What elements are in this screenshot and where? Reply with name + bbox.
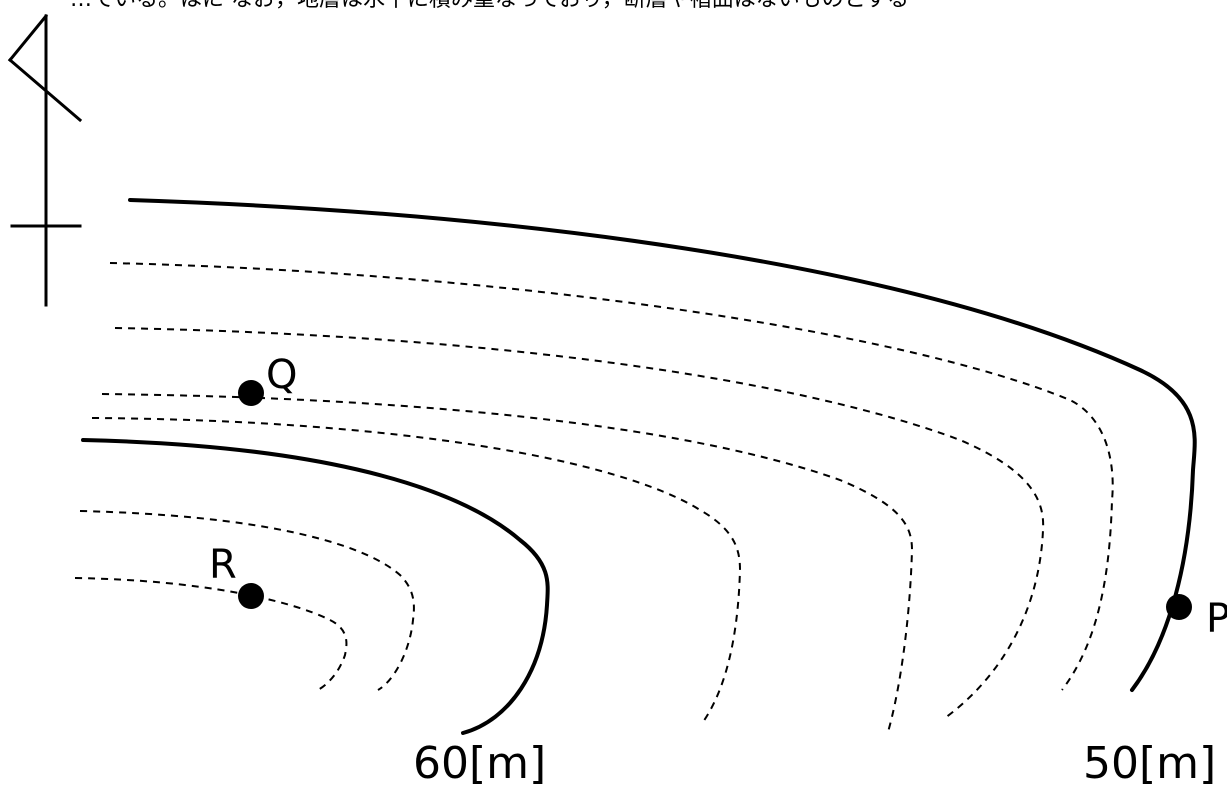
contour-60m <box>81 438 550 735</box>
north-arrow-icon <box>7 13 83 307</box>
point-q-label: Q <box>266 352 297 398</box>
contour-dashed-5 <box>79 510 415 691</box>
header-text: …ている。はに なお，地層は水平に積み重なっており，断層や褶曲はないものとする <box>70 0 909 12</box>
point-r-label: R <box>209 542 237 588</box>
contour-label-50m: 50[m] <box>1083 738 1216 787</box>
point-q-marker <box>238 380 264 406</box>
contour-dashed-2 <box>114 327 1045 719</box>
contour-dashed-1 <box>109 262 1114 691</box>
contour-50m <box>128 198 1197 692</box>
contour-label-60m: 60[m] <box>413 738 546 787</box>
contour-dashed-4 <box>91 417 742 723</box>
point-r-marker <box>238 583 264 609</box>
point-p-marker <box>1166 594 1192 620</box>
contour-dashed-6 <box>74 577 348 691</box>
contour-dashed-3 <box>101 393 914 733</box>
point-p-label: P <box>1206 596 1227 642</box>
